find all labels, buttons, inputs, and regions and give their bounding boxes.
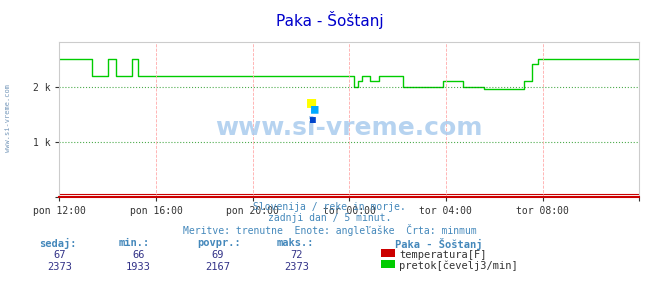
Text: sedaj:: sedaj: bbox=[40, 238, 77, 249]
Text: zadnji dan / 5 minut.: zadnji dan / 5 minut. bbox=[268, 213, 391, 223]
Text: povpr.:: povpr.: bbox=[198, 238, 241, 248]
Text: ■: ■ bbox=[307, 94, 316, 109]
Text: pretok[čevelj3/min]: pretok[čevelj3/min] bbox=[399, 261, 518, 271]
Text: 2167: 2167 bbox=[205, 262, 230, 272]
Text: 69: 69 bbox=[212, 250, 223, 259]
Text: Meritve: trenutne  Enote: angleľaške  Črta: minmum: Meritve: trenutne Enote: angleľaške Črta… bbox=[183, 224, 476, 236]
Text: ■: ■ bbox=[311, 102, 318, 116]
Text: 72: 72 bbox=[291, 250, 302, 259]
Bar bbox=[381, 260, 395, 268]
Text: 67: 67 bbox=[53, 250, 65, 259]
Text: min.:: min.: bbox=[119, 238, 150, 248]
Text: ■: ■ bbox=[310, 115, 316, 125]
Text: temperatura[F]: temperatura[F] bbox=[399, 250, 487, 259]
Text: 66: 66 bbox=[132, 250, 144, 259]
Text: www.si-vreme.com: www.si-vreme.com bbox=[215, 116, 483, 140]
Text: 2373: 2373 bbox=[47, 262, 72, 272]
Text: Paka - Šoštanj: Paka - Šoštanj bbox=[395, 238, 483, 250]
Text: Paka - Šoštanj: Paka - Šoštanj bbox=[275, 11, 384, 29]
Text: 2373: 2373 bbox=[284, 262, 309, 272]
Text: maks.:: maks.: bbox=[277, 238, 314, 248]
Text: 1933: 1933 bbox=[126, 262, 151, 272]
Text: www.si-vreme.com: www.si-vreme.com bbox=[5, 84, 11, 153]
Bar bbox=[381, 249, 395, 257]
Text: Slovenija / reke in morje.: Slovenija / reke in morje. bbox=[253, 202, 406, 212]
